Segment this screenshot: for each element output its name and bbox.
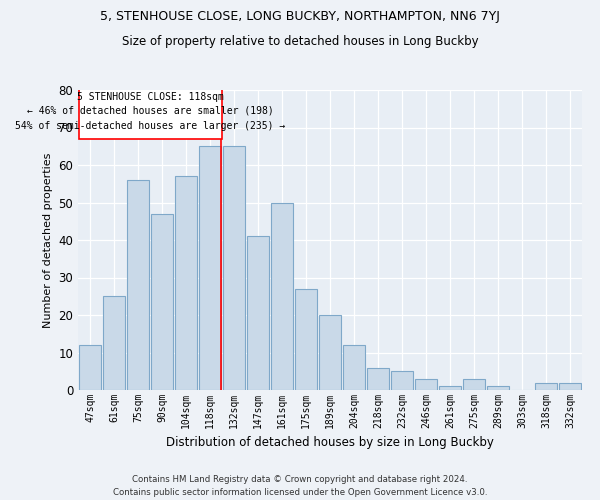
X-axis label: Distribution of detached houses by size in Long Buckby: Distribution of detached houses by size … (166, 436, 494, 450)
Bar (295, 289, 317, 390)
Bar (535, 382, 557, 390)
Text: Contains HM Land Registry data © Crown copyright and database right 2024.: Contains HM Land Registry data © Crown c… (132, 476, 468, 484)
Y-axis label: Number of detached properties: Number of detached properties (43, 152, 53, 328)
Bar (151, 214, 173, 390)
Text: 5, STENHOUSE CLOSE, LONG BUCKBY, NORTHAMPTON, NN6 7YJ: 5, STENHOUSE CLOSE, LONG BUCKBY, NORTHAM… (100, 10, 500, 23)
Bar (247, 236, 269, 390)
Bar (439, 386, 461, 390)
Bar (199, 146, 221, 390)
Bar (463, 379, 485, 390)
Bar (127, 180, 149, 390)
Text: 54% of semi-detached houses are larger (235) →: 54% of semi-detached houses are larger (… (16, 120, 286, 130)
Text: 5 STENHOUSE CLOSE: 118sqm: 5 STENHOUSE CLOSE: 118sqm (77, 92, 224, 102)
Bar (367, 368, 389, 390)
Bar (415, 379, 437, 390)
Bar (343, 345, 365, 390)
Bar (487, 386, 509, 390)
Text: Size of property relative to detached houses in Long Buckby: Size of property relative to detached ho… (122, 35, 478, 48)
Text: ← 46% of detached houses are smaller (198): ← 46% of detached houses are smaller (19… (27, 106, 274, 116)
Bar (175, 176, 197, 390)
Bar (559, 382, 581, 390)
Bar (223, 146, 245, 390)
FancyBboxPatch shape (79, 88, 222, 138)
Bar (103, 296, 125, 390)
Bar (391, 371, 413, 390)
Text: Contains public sector information licensed under the Open Government Licence v3: Contains public sector information licen… (113, 488, 487, 497)
Bar (79, 345, 101, 390)
Bar (319, 315, 341, 390)
Bar (271, 202, 293, 390)
